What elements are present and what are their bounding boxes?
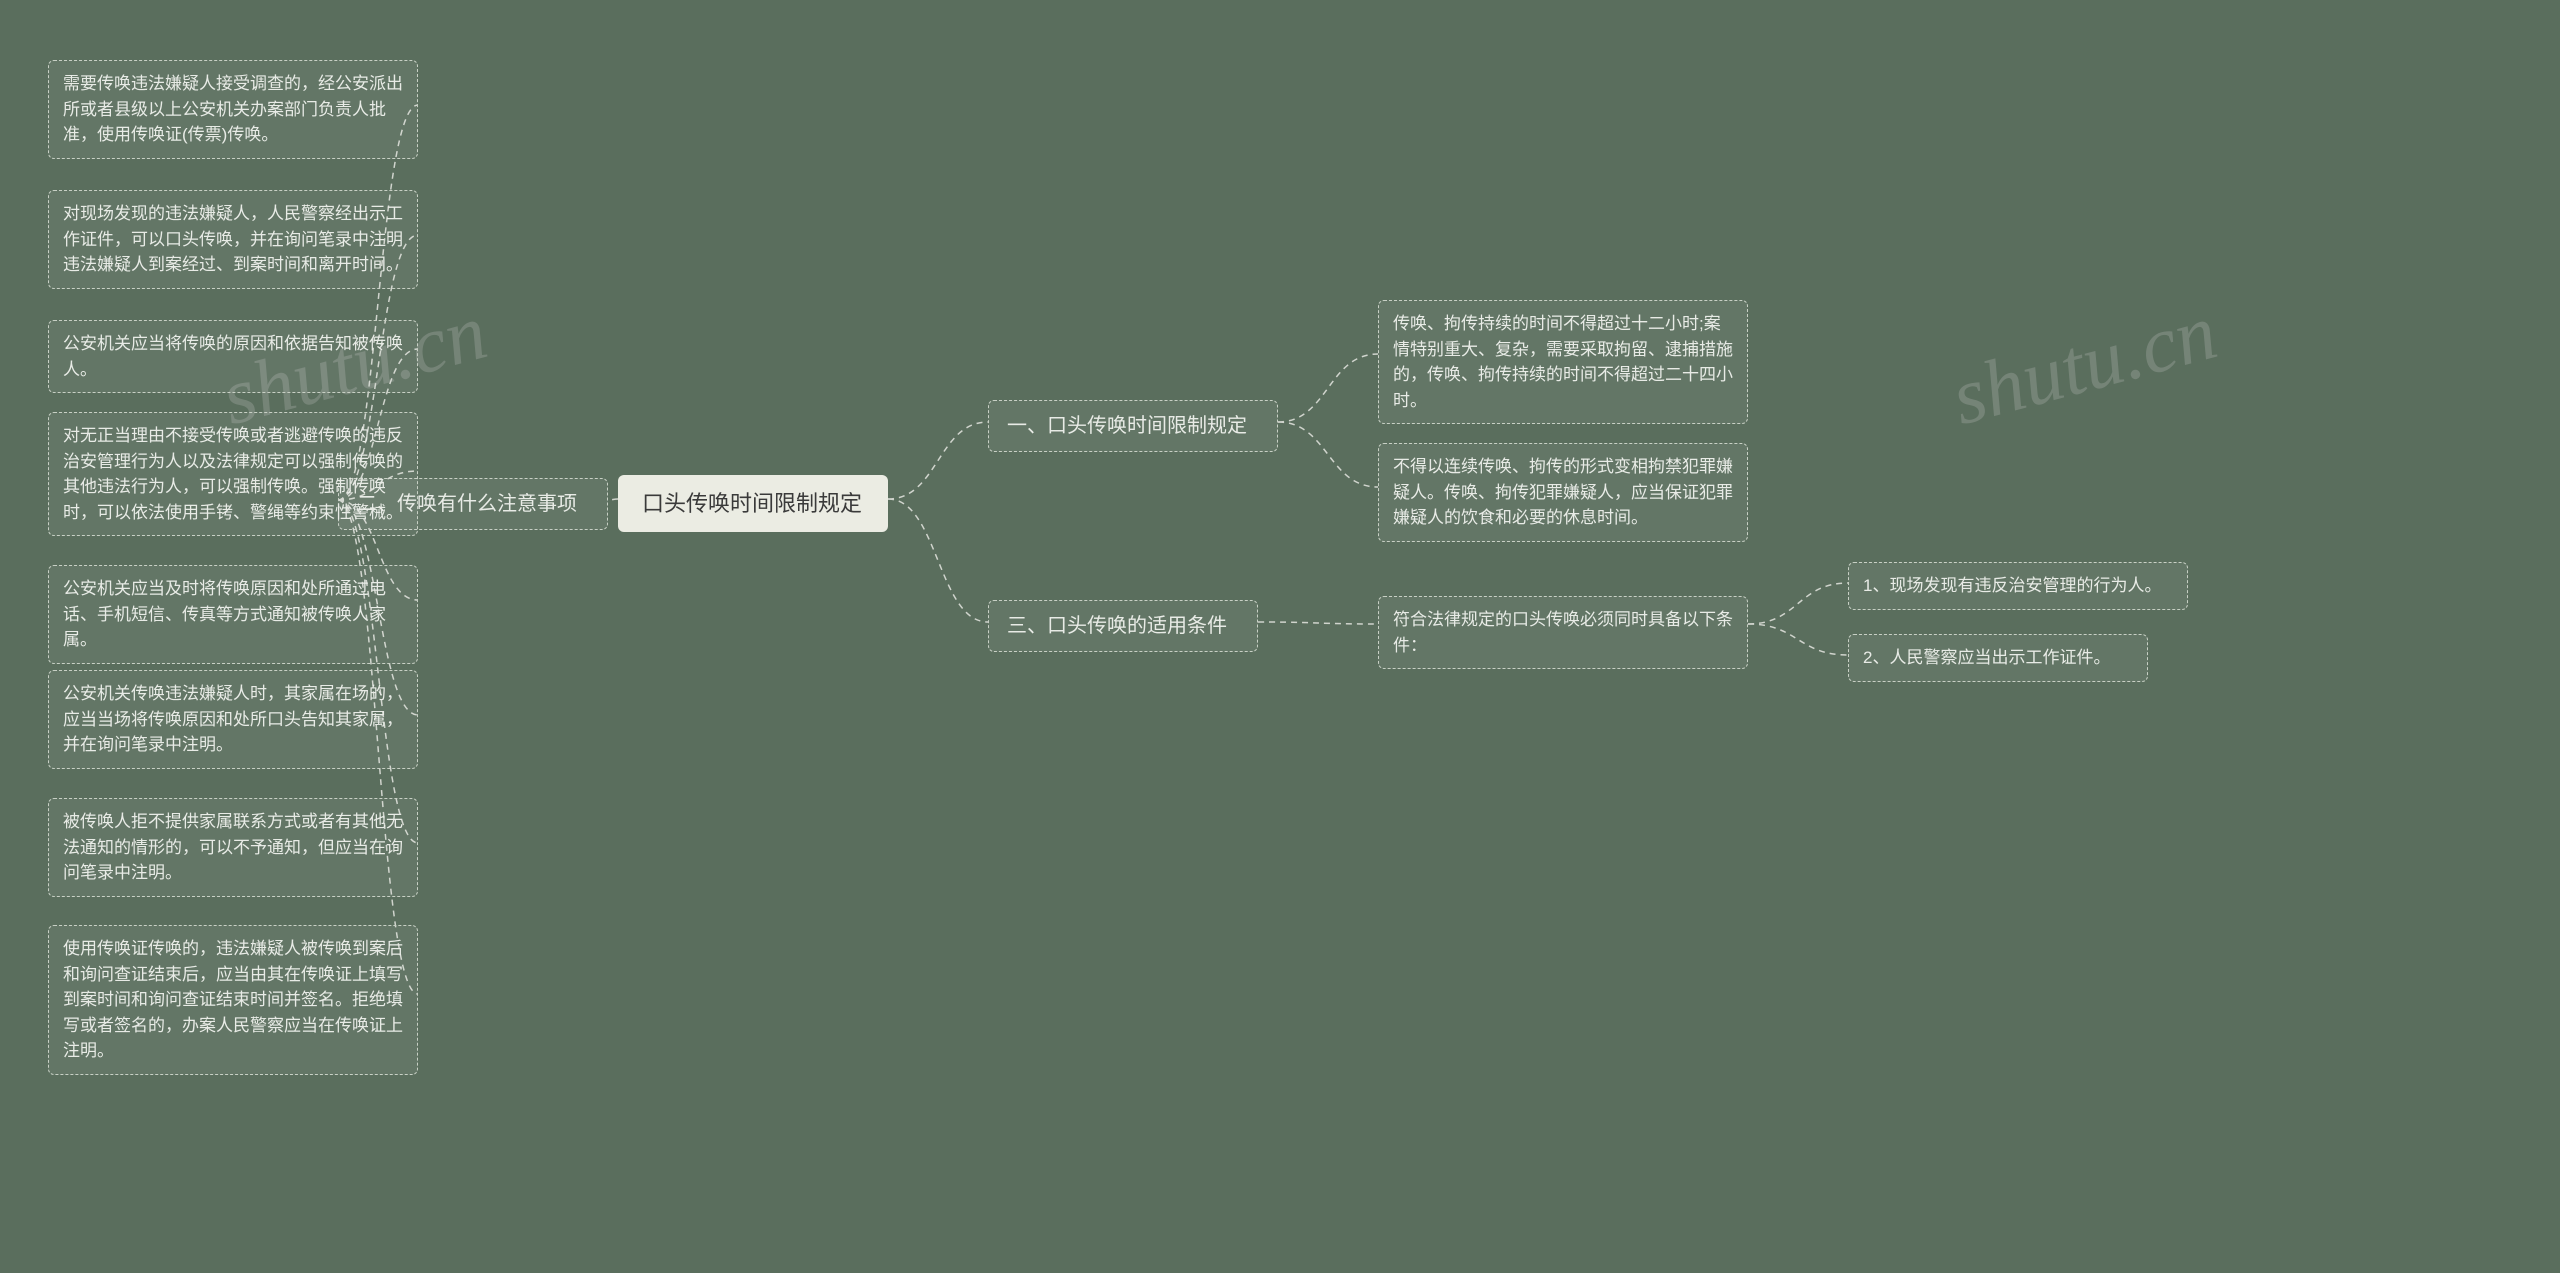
leaf-b2c3: 公安机关应当将传唤的原因和依据告知被传唤人。 [48, 320, 418, 393]
leaf-b1c2: 不得以连续传唤、拘传的形式变相拘禁犯罪嫌疑人。传唤、拘传犯罪嫌疑人，应当保证犯罪… [1378, 443, 1748, 542]
leaf-b3c1a: 1、现场发现有违反治安管理的行为人。 [1848, 562, 2188, 610]
watermark: shutu.cn [1943, 287, 2226, 444]
branch-b3: 三、口头传唤的适用条件 [988, 600, 1258, 652]
leaf-b2c6: 公安机关传唤违法嫌疑人时，其家属在场的，应当当场将传唤原因和处所口头告知其家属，… [48, 670, 418, 769]
leaf-b2c8: 使用传唤证传唤的，违法嫌疑人被传唤到案后和询问查证结束后，应当由其在传唤证上填写… [48, 925, 418, 1075]
leaf-b2c1: 需要传唤违法嫌疑人接受调查的，经公安派出所或者县级以上公安机关办案部门负责人批准… [48, 60, 418, 159]
leaf-b3c1: 符合法律规定的口头传唤必须同时具备以下条件： [1378, 596, 1748, 669]
branch-b1: 一、口头传唤时间限制规定 [988, 400, 1278, 452]
leaf-b2c5: 公安机关应当及时将传唤原因和处所通过电话、手机短信、传真等方式通知被传唤人家属。 [48, 565, 418, 664]
leaf-b2c4: 对无正当理由不接受传唤或者逃避传唤的违反治安管理行为人以及法律规定可以强制传唤的… [48, 412, 418, 536]
leaf-b3c1b: 2、人民警察应当出示工作证件。 [1848, 634, 2148, 682]
root-node: 口头传唤时间限制规定 [618, 475, 888, 532]
leaf-b2c7: 被传唤人拒不提供家属联系方式或者有其他无法通知的情形的，可以不予通知，但应当在询… [48, 798, 418, 897]
leaf-b2c2: 对现场发现的违法嫌疑人，人民警察经出示工作证件，可以口头传唤，并在询问笔录中注明… [48, 190, 418, 289]
leaf-b1c1: 传唤、拘传持续的时间不得超过十二小时;案情特别重大、复杂，需要采取拘留、逮捕措施… [1378, 300, 1748, 424]
